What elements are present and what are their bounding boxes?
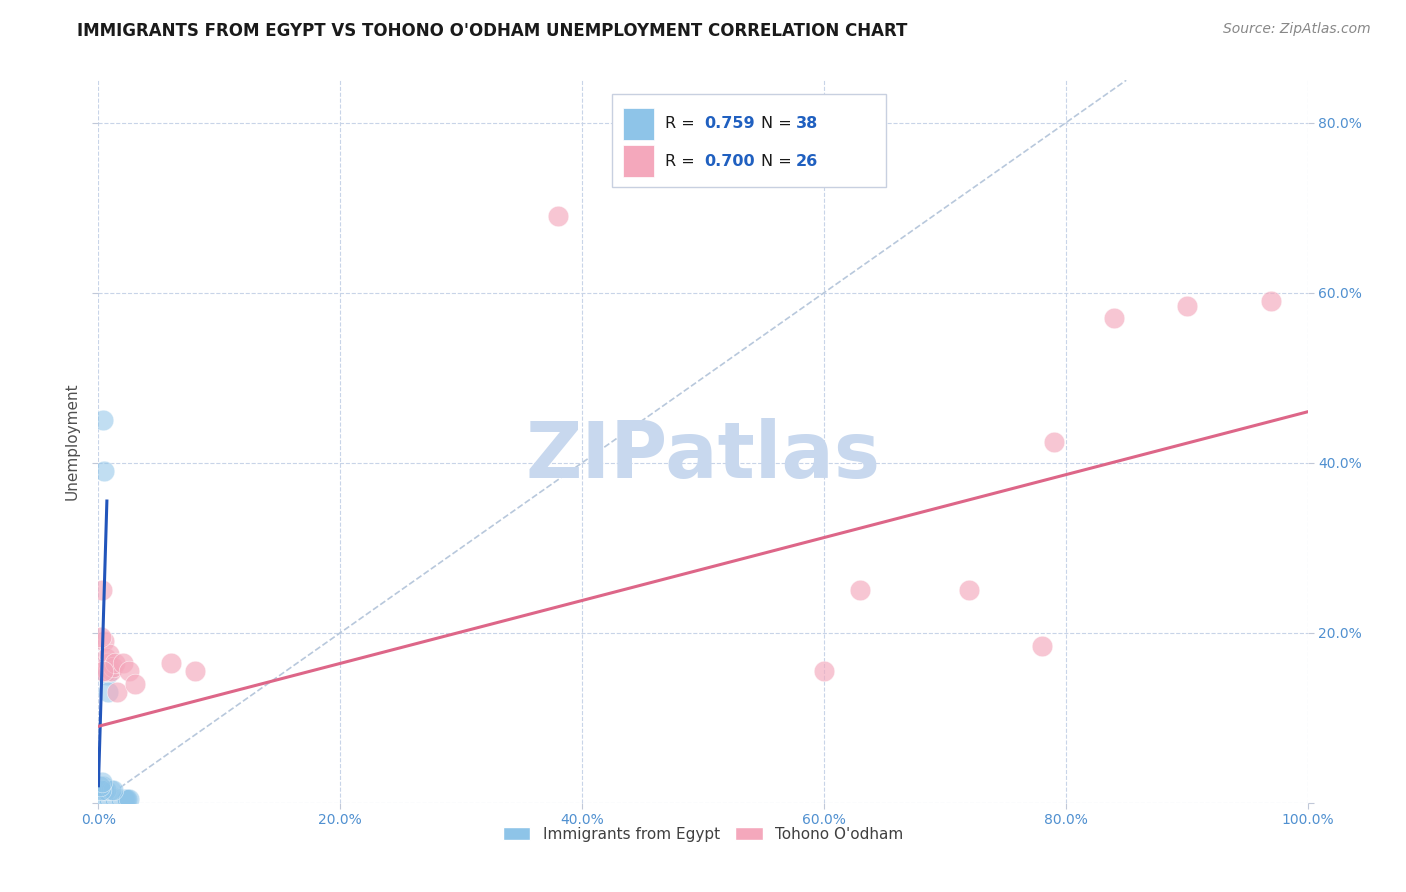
Point [91, 413, 114, 427]
Text: 0.700: 0.700 [704, 153, 755, 169]
Point [813, 664, 835, 678]
Point [90, 630, 112, 644]
Point [90, 791, 112, 805]
Point [108, 791, 131, 805]
Point [91, 791, 114, 805]
Point [97, 656, 120, 670]
Point [1042, 434, 1064, 449]
Point [90, 783, 112, 797]
Point [117, 791, 139, 805]
Point [104, 656, 127, 670]
Point [100, 783, 122, 797]
Point [104, 791, 127, 805]
Point [96, 791, 118, 805]
Point [118, 664, 141, 678]
Point [94, 783, 117, 797]
Point [547, 209, 569, 223]
Point [97, 791, 120, 805]
Point [849, 583, 872, 598]
Point [89, 791, 111, 805]
Point [96, 664, 118, 678]
Point [100, 791, 122, 805]
Point [1102, 311, 1125, 326]
Point [1031, 639, 1053, 653]
Point [91, 779, 114, 793]
Point [93, 783, 115, 797]
Point [98, 647, 121, 661]
Point [97, 685, 120, 699]
Point [184, 664, 207, 678]
Point [111, 656, 134, 670]
Text: 0.759: 0.759 [704, 116, 755, 131]
Point [112, 791, 135, 805]
Point [94, 791, 117, 805]
Point [91, 583, 114, 598]
Point [91, 774, 114, 789]
Point [89, 779, 111, 793]
Point [107, 791, 129, 805]
Point [93, 791, 115, 805]
Point [96, 668, 118, 682]
Text: ZIPatlas: ZIPatlas [526, 418, 880, 494]
Point [93, 634, 115, 648]
Point [91, 664, 114, 678]
Point [101, 791, 124, 805]
Point [100, 791, 122, 805]
Point [115, 791, 138, 805]
Point [101, 660, 124, 674]
Point [111, 791, 134, 805]
Point [94, 651, 117, 665]
Text: IMMIGRANTS FROM EGYPT VS TOHONO O'ODHAM UNEMPLOYMENT CORRELATION CHART: IMMIGRANTS FROM EGYPT VS TOHONO O'ODHAM … [77, 22, 908, 40]
Point [91, 783, 114, 797]
Point [91, 791, 114, 805]
Point [101, 783, 124, 797]
Text: R =: R = [665, 153, 700, 169]
Point [100, 664, 122, 678]
Point [105, 685, 128, 699]
Point [108, 791, 131, 805]
Point [118, 791, 141, 805]
Text: N =: N = [761, 153, 797, 169]
Point [1260, 294, 1282, 309]
Legend: Immigrants from Egypt, Tohono O'odham: Immigrants from Egypt, Tohono O'odham [495, 819, 911, 849]
Point [124, 677, 146, 691]
Point [114, 791, 136, 805]
Point [105, 791, 128, 805]
Text: R =: R = [665, 116, 700, 131]
Point [103, 791, 125, 805]
Text: N =: N = [761, 116, 797, 131]
Text: 26: 26 [796, 153, 818, 169]
Text: Source: ZipAtlas.com: Source: ZipAtlas.com [1223, 22, 1371, 37]
Point [160, 656, 183, 670]
Point [1175, 299, 1198, 313]
Point [98, 791, 121, 805]
Point [110, 791, 132, 805]
Point [93, 464, 115, 478]
Point [957, 583, 980, 598]
Text: 38: 38 [796, 116, 818, 131]
Y-axis label: Unemployment: Unemployment [65, 383, 80, 500]
